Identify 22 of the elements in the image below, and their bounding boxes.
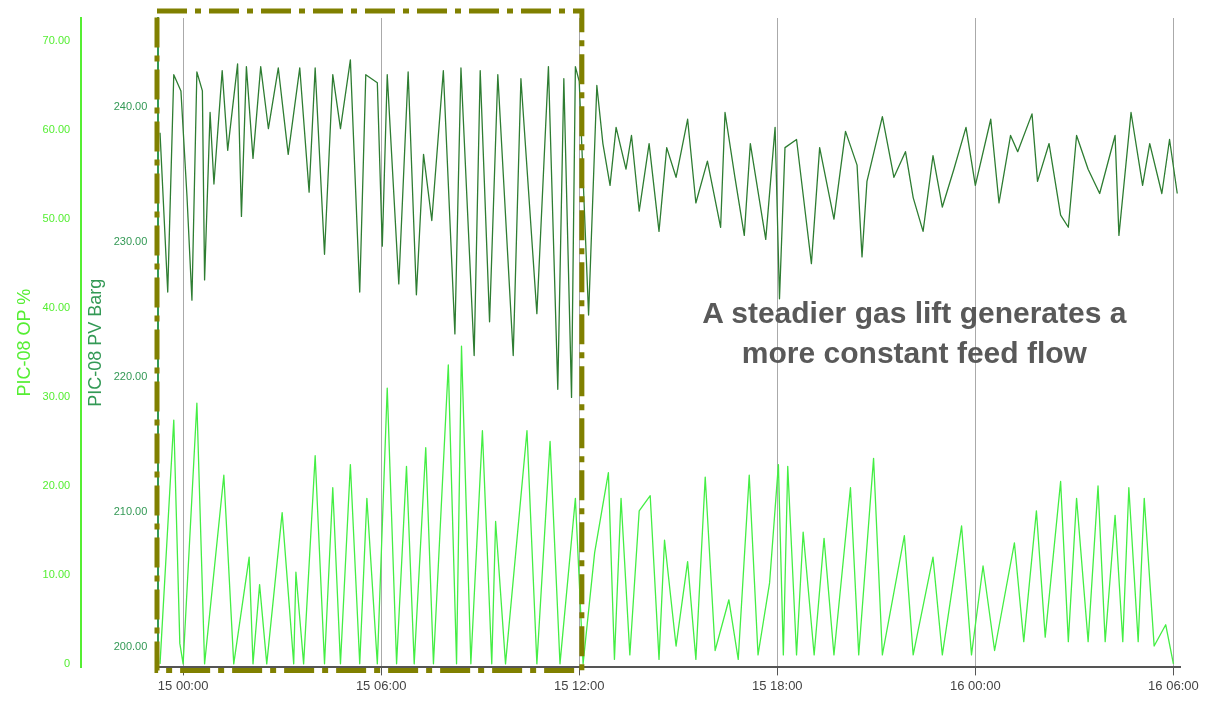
y2-tick-label: 210.00: [113, 505, 148, 518]
y-tick-label: 60.00: [42, 123, 71, 136]
y-tick-label: 30.00: [42, 390, 71, 402]
x-tick-label: 16 06:00: [1148, 677, 1199, 693]
y-tick-label: 70.00: [42, 34, 71, 47]
x-tick-label: 16 00:00: [950, 677, 1001, 693]
y2-tick-label: 200.00: [113, 640, 148, 653]
y-tick-label: 0: [64, 656, 71, 669]
y-axis-title: PIC-08 OP %: [13, 288, 34, 397]
x-tick-label: 15 12:00: [553, 677, 605, 693]
x-tick-label: 15 18:00: [751, 677, 803, 693]
y2-tick-label: 220.00: [113, 370, 148, 383]
x-tick-label: 15 06:00: [355, 677, 407, 693]
y2-tick-label: 240.00: [113, 100, 148, 113]
x-tick-label: 15 00:00: [157, 677, 209, 693]
y2-tick-label: 230.00: [113, 235, 148, 248]
y2-axis-title: PIC-08 PV Barg: [84, 278, 105, 407]
y-tick-label: 50.00: [42, 212, 71, 225]
y-tick-label: 10.00: [42, 567, 71, 580]
y-tick-label: 20.00: [42, 478, 71, 491]
annotation: A steadier gas lift generates a more constant feed flow: [702, 296, 1127, 370]
y-tick-label: 40.00: [42, 301, 71, 314]
